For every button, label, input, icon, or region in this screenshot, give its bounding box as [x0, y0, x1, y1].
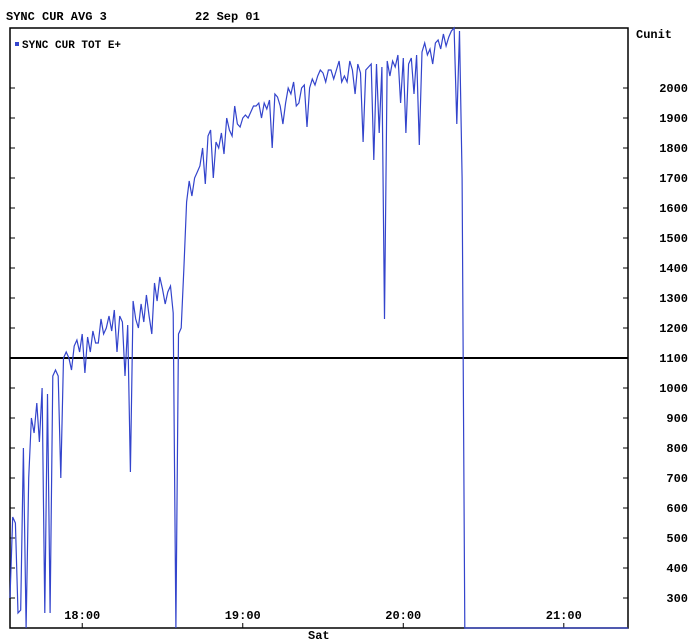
y-tick-label: 900	[666, 412, 688, 426]
y-tick-label: 1800	[659, 142, 688, 156]
x-axis: 18:00 19:00 20:00 21:00	[64, 609, 582, 628]
series-line	[9, 26, 628, 629]
legend-label: SYNC CUR TOT E+	[22, 40, 121, 52]
y-tick-label: 700	[666, 472, 688, 486]
x-axis-label: Sat	[308, 629, 330, 643]
y-tick-label: 600	[666, 502, 688, 516]
y-tick-label: 1600	[659, 202, 688, 216]
y-tick-label: 1300	[659, 292, 688, 306]
y-tick-label: 500	[666, 532, 688, 546]
y-tick-label: 1200	[659, 322, 688, 336]
y-tick-label: 2000	[659, 82, 688, 96]
y-tick-label: 1400	[659, 262, 688, 276]
x-tick-label: 21:00	[546, 609, 582, 623]
x-tick-label: 18:00	[64, 609, 100, 623]
y-tick-label: 1900	[659, 112, 688, 126]
y-tick-label: 300	[666, 592, 688, 606]
y-tick-label: 1000	[659, 382, 688, 396]
y-tick-label: 400	[666, 562, 688, 576]
chart-date: 22 Sep 01	[195, 10, 260, 24]
chart-title: SYNC CUR AVG 3	[6, 10, 107, 24]
legend-marker	[15, 42, 19, 46]
x-tick-label: 19:00	[225, 609, 261, 623]
y-tick-label: 1500	[659, 232, 688, 246]
y-axis-unit-label: Cunit	[636, 28, 672, 42]
y-tick-label: 1700	[659, 172, 688, 186]
y-tick-label: 800	[666, 442, 688, 456]
x-tick-label: 20:00	[385, 609, 421, 623]
y-tick-label: 1100	[659, 352, 688, 366]
y-axis: 300 400 500 600 700 800 900 1000 1100 1200 1300 140…	[10, 82, 688, 606]
